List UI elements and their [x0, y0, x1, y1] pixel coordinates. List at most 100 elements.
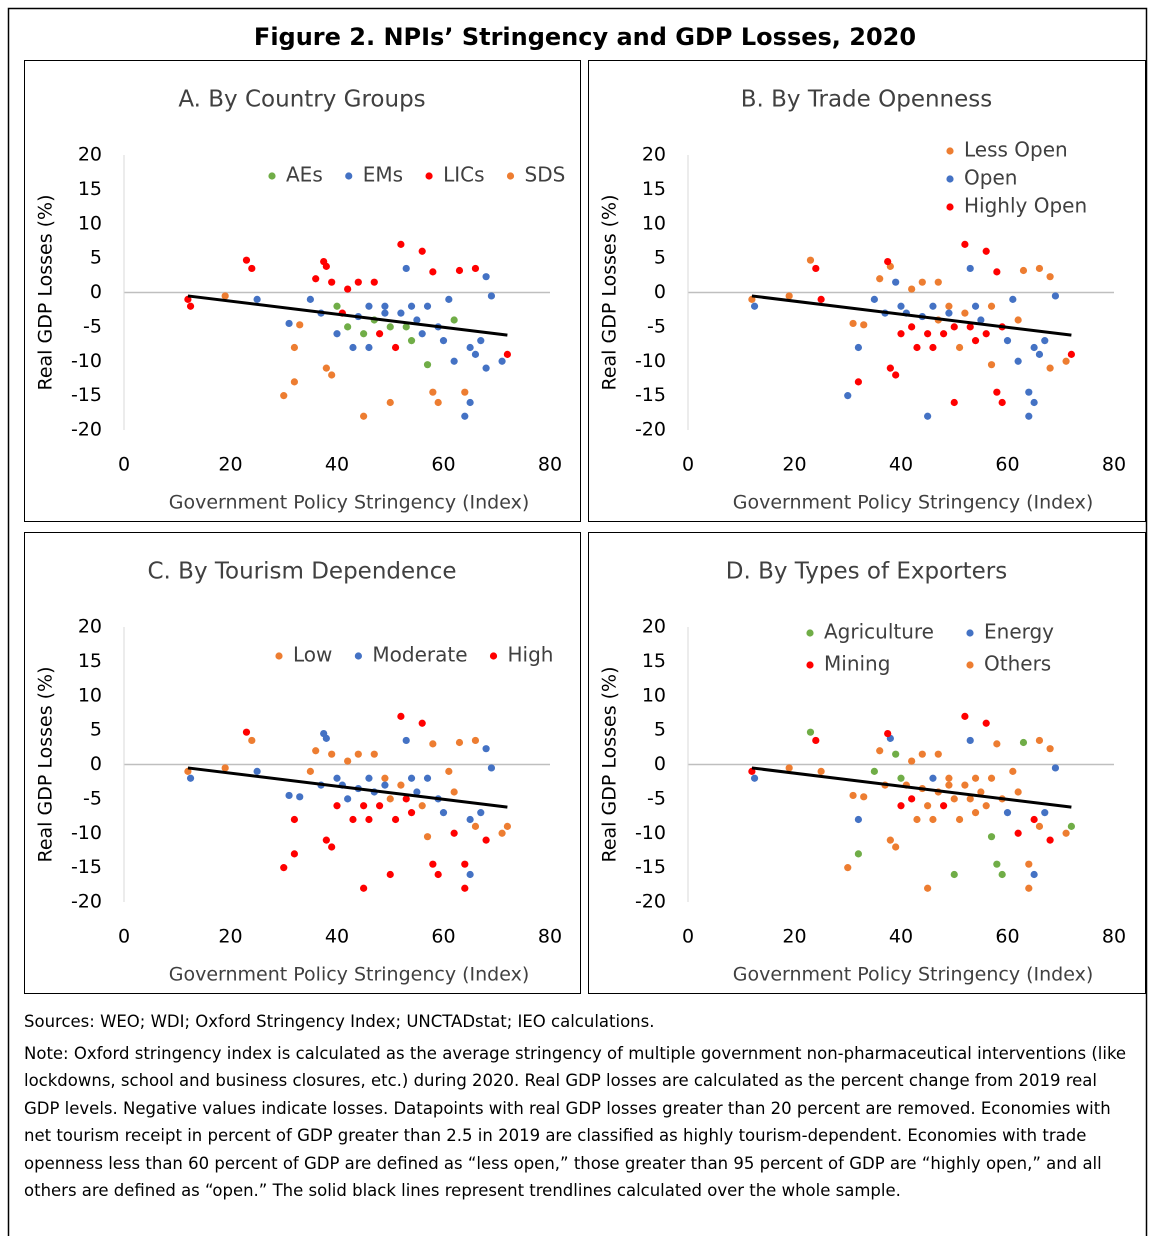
data-point — [924, 884, 932, 892]
data-point — [982, 247, 990, 255]
y-tick-label: -5 — [83, 787, 102, 809]
notes: Sources: WEO; WDI; Oxford Stringency Ind… — [24, 1008, 1129, 1209]
data-point — [280, 392, 288, 400]
x-axis-label: Government Policy Stringency (Index) — [733, 492, 1094, 514]
data-point — [806, 256, 815, 264]
y-tick-label: 0 — [90, 753, 102, 775]
data-point — [884, 729, 892, 738]
y-tick-label: 15 — [642, 650, 666, 672]
data-point — [844, 864, 852, 872]
data-point — [439, 337, 448, 345]
data-point — [413, 788, 421, 796]
data-point — [503, 350, 511, 358]
data-point — [812, 736, 820, 745]
y-tick-label: -15 — [635, 384, 666, 406]
x-tick-label: 40 — [889, 454, 913, 476]
data-point — [854, 343, 862, 352]
y-axis-label: Real GDP Losses (%) — [599, 194, 621, 390]
data-point — [434, 398, 442, 407]
data-point — [328, 843, 336, 851]
legend-label: EMs — [363, 163, 403, 187]
y-tick-label: -20 — [71, 891, 102, 913]
y-tick-label: 20 — [642, 144, 666, 166]
data-point — [1025, 884, 1033, 892]
data-point — [940, 330, 948, 338]
data-point — [285, 319, 293, 328]
data-point — [817, 295, 825, 303]
data-point — [860, 321, 868, 329]
legend-label: Energy — [984, 620, 1054, 644]
data-point — [982, 719, 990, 727]
data-point — [344, 795, 352, 803]
y-tick-label: 20 — [78, 616, 102, 638]
legend-label: Low — [293, 643, 332, 667]
data-point — [328, 371, 336, 379]
data-point — [349, 815, 357, 824]
x-tick-label: 60 — [995, 454, 1019, 476]
data-point — [854, 378, 862, 386]
data-point — [1051, 764, 1060, 772]
data-point — [971, 337, 980, 345]
y-axis-label: Real GDP Losses (%) — [35, 666, 57, 862]
data-point — [280, 864, 288, 872]
y-tick-label: 15 — [642, 178, 666, 200]
data-point — [929, 815, 937, 824]
x-axis-label: Government Policy Stringency (Index) — [733, 964, 1094, 986]
legend-marker — [425, 172, 433, 180]
legend-label: SDS — [525, 163, 566, 187]
data-point — [466, 870, 474, 879]
data-point — [1003, 809, 1012, 817]
x-tick-label: 20 — [218, 454, 242, 476]
data-point — [945, 774, 953, 782]
trendline — [187, 766, 508, 809]
legend-marker — [806, 629, 814, 637]
data-point — [870, 295, 878, 303]
data-point — [370, 750, 378, 758]
data-point — [344, 285, 352, 293]
data-point — [966, 795, 974, 803]
data-point — [482, 836, 490, 844]
data-point — [322, 262, 330, 270]
data-point — [886, 364, 894, 372]
data-point — [892, 750, 900, 758]
data-point — [477, 337, 485, 345]
data-point — [466, 398, 474, 407]
data-point — [966, 323, 974, 331]
data-point — [376, 330, 384, 338]
data-point — [365, 302, 373, 310]
data-point — [961, 712, 969, 720]
data-point — [466, 815, 474, 824]
data-point — [1046, 364, 1054, 372]
data-point — [1041, 809, 1049, 817]
data-point — [455, 738, 464, 747]
trendline — [187, 294, 508, 337]
data-point — [908, 285, 916, 293]
data-point — [950, 870, 958, 879]
y-tick-label: 5 — [90, 247, 102, 269]
data-point — [391, 343, 400, 352]
y-tick-label: -10 — [635, 350, 666, 372]
x-tick-label: 0 — [118, 454, 130, 476]
data-point — [982, 330, 990, 338]
data-point — [1009, 767, 1017, 775]
data-point — [439, 809, 448, 817]
data-point — [1041, 337, 1049, 345]
data-point — [750, 774, 759, 782]
data-point — [1035, 822, 1044, 830]
data-point — [908, 795, 916, 803]
x-tick-label: 0 — [682, 454, 694, 476]
legend-label: Highly Open — [964, 194, 1087, 218]
data-point — [397, 309, 405, 317]
data-point — [817, 767, 825, 775]
data-point — [296, 321, 304, 329]
x-tick-label: 40 — [889, 926, 913, 948]
data-point — [461, 388, 469, 396]
data-point — [929, 774, 937, 782]
data-point — [312, 275, 320, 283]
data-point — [471, 822, 480, 830]
x-axis-label: Government Policy Stringency (Index) — [169, 492, 530, 514]
legend-label: Moderate — [372, 643, 467, 667]
data-point — [1067, 822, 1075, 830]
data-point — [450, 829, 458, 837]
data-point — [934, 278, 942, 286]
